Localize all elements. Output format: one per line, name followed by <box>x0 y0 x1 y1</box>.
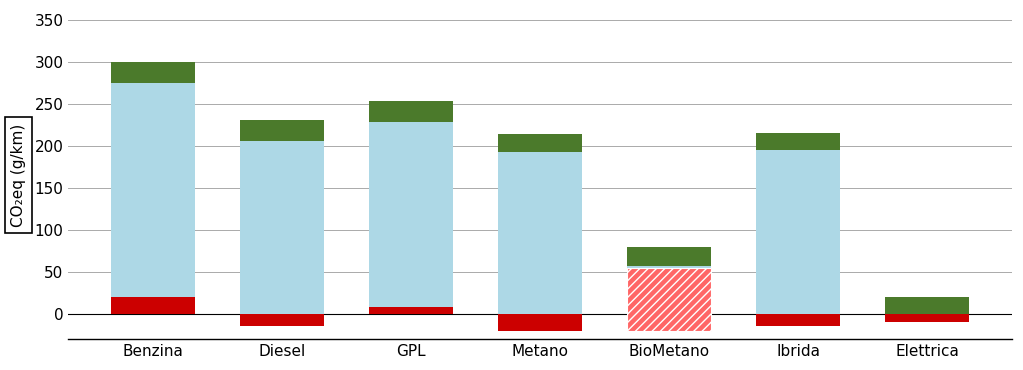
Bar <box>885 297 969 310</box>
Bar <box>240 120 324 141</box>
Bar <box>240 314 324 326</box>
Bar <box>112 297 195 314</box>
Bar <box>498 314 582 331</box>
Bar <box>756 314 840 326</box>
Bar <box>885 314 969 322</box>
Bar <box>498 152 582 314</box>
Bar <box>240 141 324 314</box>
Bar <box>756 150 840 314</box>
Y-axis label: CO₂eq (g/km): CO₂eq (g/km) <box>11 124 27 227</box>
Bar <box>369 122 453 307</box>
Bar <box>498 134 582 152</box>
Bar <box>756 133 840 150</box>
Bar <box>885 310 969 314</box>
Bar <box>112 83 195 297</box>
Bar <box>627 266 711 268</box>
Bar <box>369 307 453 314</box>
Bar <box>627 246 711 266</box>
Bar <box>112 61 195 83</box>
Bar <box>627 268 711 331</box>
Bar <box>369 101 453 122</box>
